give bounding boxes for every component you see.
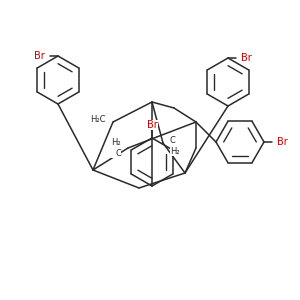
Text: C
H₂: C H₂ [170,136,180,156]
Text: Br: Br [147,120,158,130]
Text: Br: Br [277,137,288,147]
Text: H₂C: H₂C [91,116,106,124]
Text: Br: Br [241,53,252,63]
Text: H₂
C: H₂ C [111,138,121,158]
Text: Br: Br [34,51,45,61]
